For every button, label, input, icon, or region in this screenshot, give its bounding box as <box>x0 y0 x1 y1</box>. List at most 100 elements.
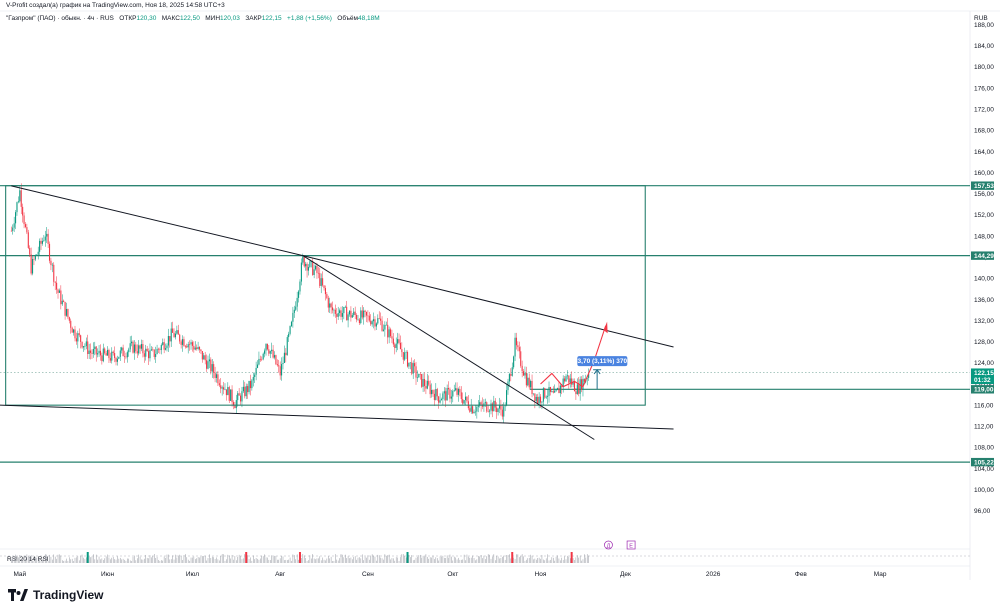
candle-body <box>472 406 474 414</box>
candle-body <box>493 400 495 412</box>
candle-body <box>578 384 580 394</box>
candle-body <box>428 380 430 385</box>
candle-body <box>387 324 389 338</box>
candle-body <box>269 351 271 354</box>
candle-body <box>47 233 49 244</box>
candle-body <box>150 349 152 351</box>
y-tick-label: 140,00 <box>974 276 994 283</box>
candle-body <box>537 396 539 404</box>
candle-body <box>278 365 280 367</box>
y-tick-label: 176,00 <box>974 85 994 92</box>
candle-body <box>54 281 56 283</box>
symbol-name[interactable]: "Газпром" (ПАО) · обыкн. · 4ч · RUS <box>6 15 114 22</box>
open-value: 120,30 <box>136 15 157 22</box>
candle-body <box>449 389 451 399</box>
candle-body <box>473 411 475 414</box>
y-tick-label: 188,00 <box>974 22 994 29</box>
candle-body <box>452 391 454 397</box>
rsi-signal-bar <box>86 552 89 563</box>
candle-body <box>317 272 319 274</box>
tradingview-logo[interactable]: TradingView <box>8 588 103 602</box>
candle-body <box>464 396 467 401</box>
candle-body <box>361 310 363 318</box>
candle-body <box>115 357 117 362</box>
candle-body <box>26 227 28 233</box>
candle-body <box>204 355 206 361</box>
candle-body <box>565 376 567 382</box>
candle-body <box>71 327 73 333</box>
price-level-badge <box>971 385 994 394</box>
candle-body <box>518 347 520 352</box>
price-level-badge-text: 01:32 <box>974 377 991 384</box>
candle-body <box>448 387 450 390</box>
candle-body <box>196 347 198 349</box>
candle-body <box>582 378 584 390</box>
candle-body <box>58 290 60 293</box>
price-level-badge <box>971 251 994 260</box>
trendline-steep <box>302 255 595 440</box>
candle-body <box>240 395 242 402</box>
candle-body <box>421 374 423 387</box>
candle-body <box>309 261 311 268</box>
candle-body <box>160 344 162 351</box>
candle-body <box>48 243 51 261</box>
candle-body <box>142 344 144 354</box>
candle-body <box>313 269 315 275</box>
candle-body <box>44 236 46 241</box>
candle-body <box>572 381 574 385</box>
candle-body <box>514 337 516 357</box>
candle-body <box>360 310 362 323</box>
candle-body <box>15 212 17 224</box>
candle-body <box>515 337 518 346</box>
candle-body <box>251 380 253 389</box>
candle-body <box>198 346 201 350</box>
candle-body <box>562 378 564 388</box>
candle-body <box>97 353 99 355</box>
tradingview-wordmark: TradingView <box>33 588 104 602</box>
candle-body <box>501 409 503 417</box>
candle-body <box>200 349 202 352</box>
candle-body <box>510 374 512 376</box>
y-tick-label: 180,00 <box>974 64 994 71</box>
candle-body <box>401 349 403 353</box>
candle-body <box>354 311 356 316</box>
y-tick-label: 132,00 <box>974 318 994 325</box>
candle-body <box>13 223 15 228</box>
candle-body <box>559 385 561 394</box>
candle-body <box>532 393 535 395</box>
candle-body <box>140 344 143 349</box>
candle-body <box>149 350 151 359</box>
candle-body <box>333 309 335 311</box>
candle-body <box>131 341 133 344</box>
candle-body <box>573 381 576 392</box>
candle-body <box>211 364 213 372</box>
candle-body <box>169 335 171 342</box>
candle-body <box>220 385 222 389</box>
candle-body <box>350 310 352 318</box>
candle-body <box>255 367 257 375</box>
candle-body <box>388 329 390 338</box>
event-marker-earnings <box>626 540 636 550</box>
candle-body <box>480 402 482 405</box>
candle-body <box>56 282 58 290</box>
candle-body <box>306 263 308 271</box>
candle-body <box>254 374 256 377</box>
candle-body <box>152 349 154 350</box>
candle-body <box>414 363 416 367</box>
candle-body <box>231 389 233 403</box>
y-tick-label: 164,00 <box>974 149 994 156</box>
candle-body <box>416 377 418 379</box>
candle-body <box>20 190 22 207</box>
candle-body <box>423 378 426 387</box>
candle-body <box>138 345 140 354</box>
candle-body <box>320 278 322 286</box>
candle-body <box>527 377 529 386</box>
candle-body <box>67 309 69 318</box>
candle-body <box>296 297 298 307</box>
candle-body <box>172 328 174 333</box>
candle-body <box>290 321 293 327</box>
candle-body <box>50 260 52 266</box>
candle-body <box>406 351 409 367</box>
rsi-signal-bar <box>570 552 573 563</box>
